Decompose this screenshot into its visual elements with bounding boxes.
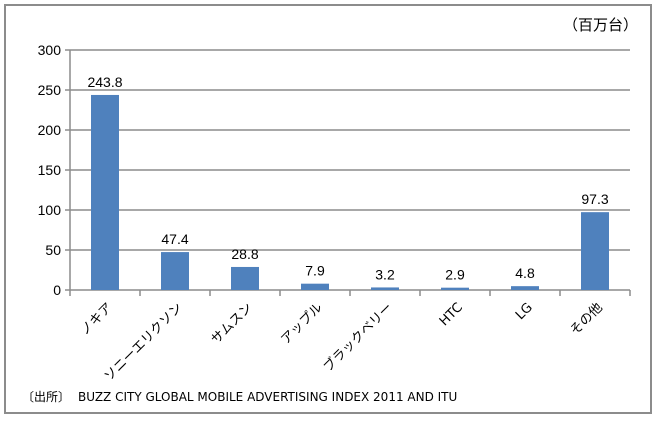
data-label: 7.9 — [305, 263, 325, 279]
x-tick-label: その他 — [568, 300, 606, 338]
y-tick-label: 0 — [53, 282, 61, 298]
x-tick-label: ブラックベリー — [320, 300, 396, 376]
source-text: BUZZ CITY GLOBAL MOBILE ADVERTISING INDE… — [78, 390, 458, 404]
x-tick-label: ノキア — [78, 300, 116, 338]
source-note: 〔出所〕 BUZZ CITY GLOBAL MOBILE ADVERTISING … — [22, 388, 465, 405]
y-tick-label: 250 — [38, 82, 62, 98]
bar — [91, 94, 119, 291]
data-label: 47.4 — [161, 231, 188, 247]
data-label: 243.8 — [87, 74, 122, 90]
data-label: 3.2 — [375, 266, 395, 282]
y-tick-label: 50 — [45, 242, 61, 258]
bar — [161, 252, 189, 290]
bar — [441, 287, 469, 290]
bar — [511, 286, 539, 290]
data-label: 2.9 — [445, 267, 465, 283]
x-tick-label: アップル — [278, 300, 325, 347]
bar — [231, 266, 259, 290]
x-tick-label: ソニーエリクソン — [102, 300, 186, 384]
unit-label: （百万台） — [562, 16, 638, 34]
bar — [301, 283, 329, 290]
chart-frame — [4, 4, 652, 414]
x-tick-label: LG — [513, 300, 536, 323]
source-prefix: 〔出所〕 — [22, 390, 71, 404]
y-tick-label: 300 — [38, 42, 62, 58]
y-tick-label: 100 — [38, 202, 62, 218]
y-tick-label: 200 — [38, 122, 62, 138]
x-tick-label: サムスン — [209, 300, 256, 347]
x-tick-label: HTC — [437, 300, 466, 329]
data-label: 4.8 — [515, 265, 535, 281]
y-tick-label: 150 — [38, 162, 62, 178]
bar — [581, 212, 609, 290]
bar — [371, 287, 399, 290]
data-label: 28.8 — [231, 246, 258, 262]
data-label: 97.3 — [581, 191, 608, 207]
